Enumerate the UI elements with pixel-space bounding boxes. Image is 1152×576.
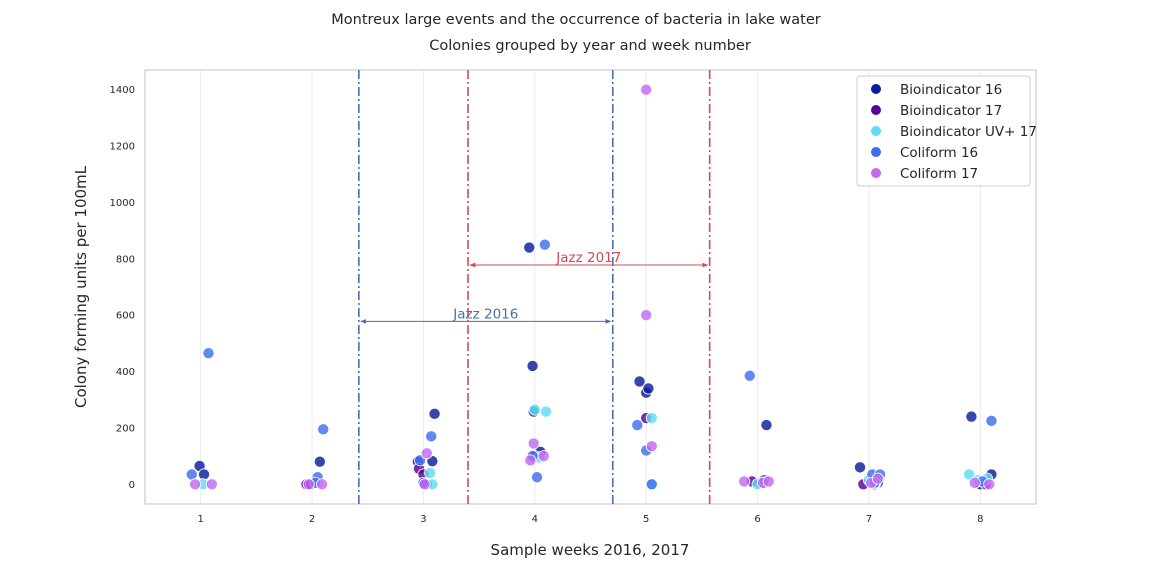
data-point: [531, 471, 544, 484]
data-point: [738, 475, 751, 488]
x-tick-label: 5: [643, 514, 649, 525]
data-point: [645, 478, 658, 491]
y-axis-label: Colony forming units per 100mL: [72, 165, 90, 408]
x-tick-label: 4: [532, 514, 538, 525]
data-point: [645, 412, 658, 425]
data-point: [527, 437, 540, 450]
legend-marker: [871, 147, 881, 157]
y-tick-label: 1200: [110, 142, 135, 153]
plot-frame: [144, 69, 1037, 505]
data-point: [526, 359, 539, 372]
data-point: [202, 347, 215, 360]
data-point: [760, 419, 773, 432]
y-tick-label: 1000: [110, 198, 135, 209]
data-point: [762, 475, 775, 488]
legend-box: [856, 75, 1031, 187]
data-point: [640, 309, 653, 322]
data-point: [424, 466, 437, 479]
x-tick-label: 2: [309, 514, 315, 525]
y-tick-label: 600: [116, 311, 135, 322]
data-point: [642, 382, 655, 395]
data-point: [640, 83, 653, 96]
y-tick-label: 400: [116, 367, 135, 378]
data-point: [317, 423, 330, 436]
x-tick-label: 7: [866, 514, 872, 525]
legend: Bioindicator 16 Bioindicator 17 Bioindicat…: [856, 75, 1037, 187]
annotation-label: Jazz 2017: [555, 250, 621, 266]
y-axis-ticks: 0 200 400 600 800 1000 1200 1400: [110, 85, 135, 491]
data-point: [523, 241, 536, 254]
x-axis-label: Sample weeks 2016, 2017: [491, 541, 690, 559]
legend-label: Coliform 16: [900, 145, 978, 161]
legend-marker: [871, 126, 881, 136]
y-tick-label: 800: [116, 254, 135, 265]
legend-label: Bioindicator 17: [900, 103, 1002, 119]
x-tick-label: 3: [420, 514, 426, 525]
x-tick-label: 8: [977, 514, 983, 525]
chart-subtitle: Colonies grouped by year and week number: [429, 38, 751, 54]
y-tick-label: 1400: [110, 85, 135, 96]
data-point: [631, 419, 644, 432]
data-point: [528, 403, 541, 416]
data-point: [302, 478, 315, 491]
legend-marker: [871, 168, 881, 178]
data-point: [198, 468, 211, 481]
x-tick-label: 6: [754, 514, 760, 525]
data-point: [645, 440, 658, 453]
chart-title: Montreux large events and the occurrence…: [331, 12, 821, 28]
data-point: [985, 414, 998, 427]
data-point: [205, 478, 218, 491]
data-point: [537, 450, 550, 463]
data-point: [189, 478, 202, 491]
annotation-label: Jazz 2016: [452, 306, 518, 322]
data-points: [185, 83, 998, 491]
x-tick-label: 1: [198, 514, 204, 525]
legend-label: Bioindicator UV+ 17: [900, 124, 1037, 140]
data-point: [963, 468, 976, 481]
data-point: [538, 238, 551, 251]
annotations: Jazz 2016 Jazz 2017: [360, 250, 709, 324]
data-point: [968, 476, 981, 489]
data-point: [743, 369, 756, 382]
legend-marker: [871, 84, 881, 94]
data-point: [983, 478, 996, 491]
data-point: [428, 407, 441, 420]
x-axis-ticks: 1 2 3 4 5 6 7 8: [198, 514, 984, 525]
data-point: [854, 461, 867, 474]
legend-label: Coliform 17: [900, 166, 978, 182]
data-point: [524, 454, 537, 467]
data-point: [965, 410, 978, 423]
data-point: [425, 430, 438, 443]
y-tick-label: 200: [116, 423, 135, 434]
reference-lines: [358, 70, 711, 504]
data-point: [418, 478, 431, 491]
legend-marker: [871, 105, 881, 115]
data-point: [313, 455, 326, 468]
data-point: [539, 405, 552, 418]
data-point: [871, 472, 884, 485]
legend-label: Bioindicator 16: [900, 82, 1002, 98]
data-point: [420, 447, 433, 460]
data-point: [316, 478, 329, 491]
data-point: [633, 375, 646, 388]
y-tick-label: 0: [129, 480, 135, 491]
